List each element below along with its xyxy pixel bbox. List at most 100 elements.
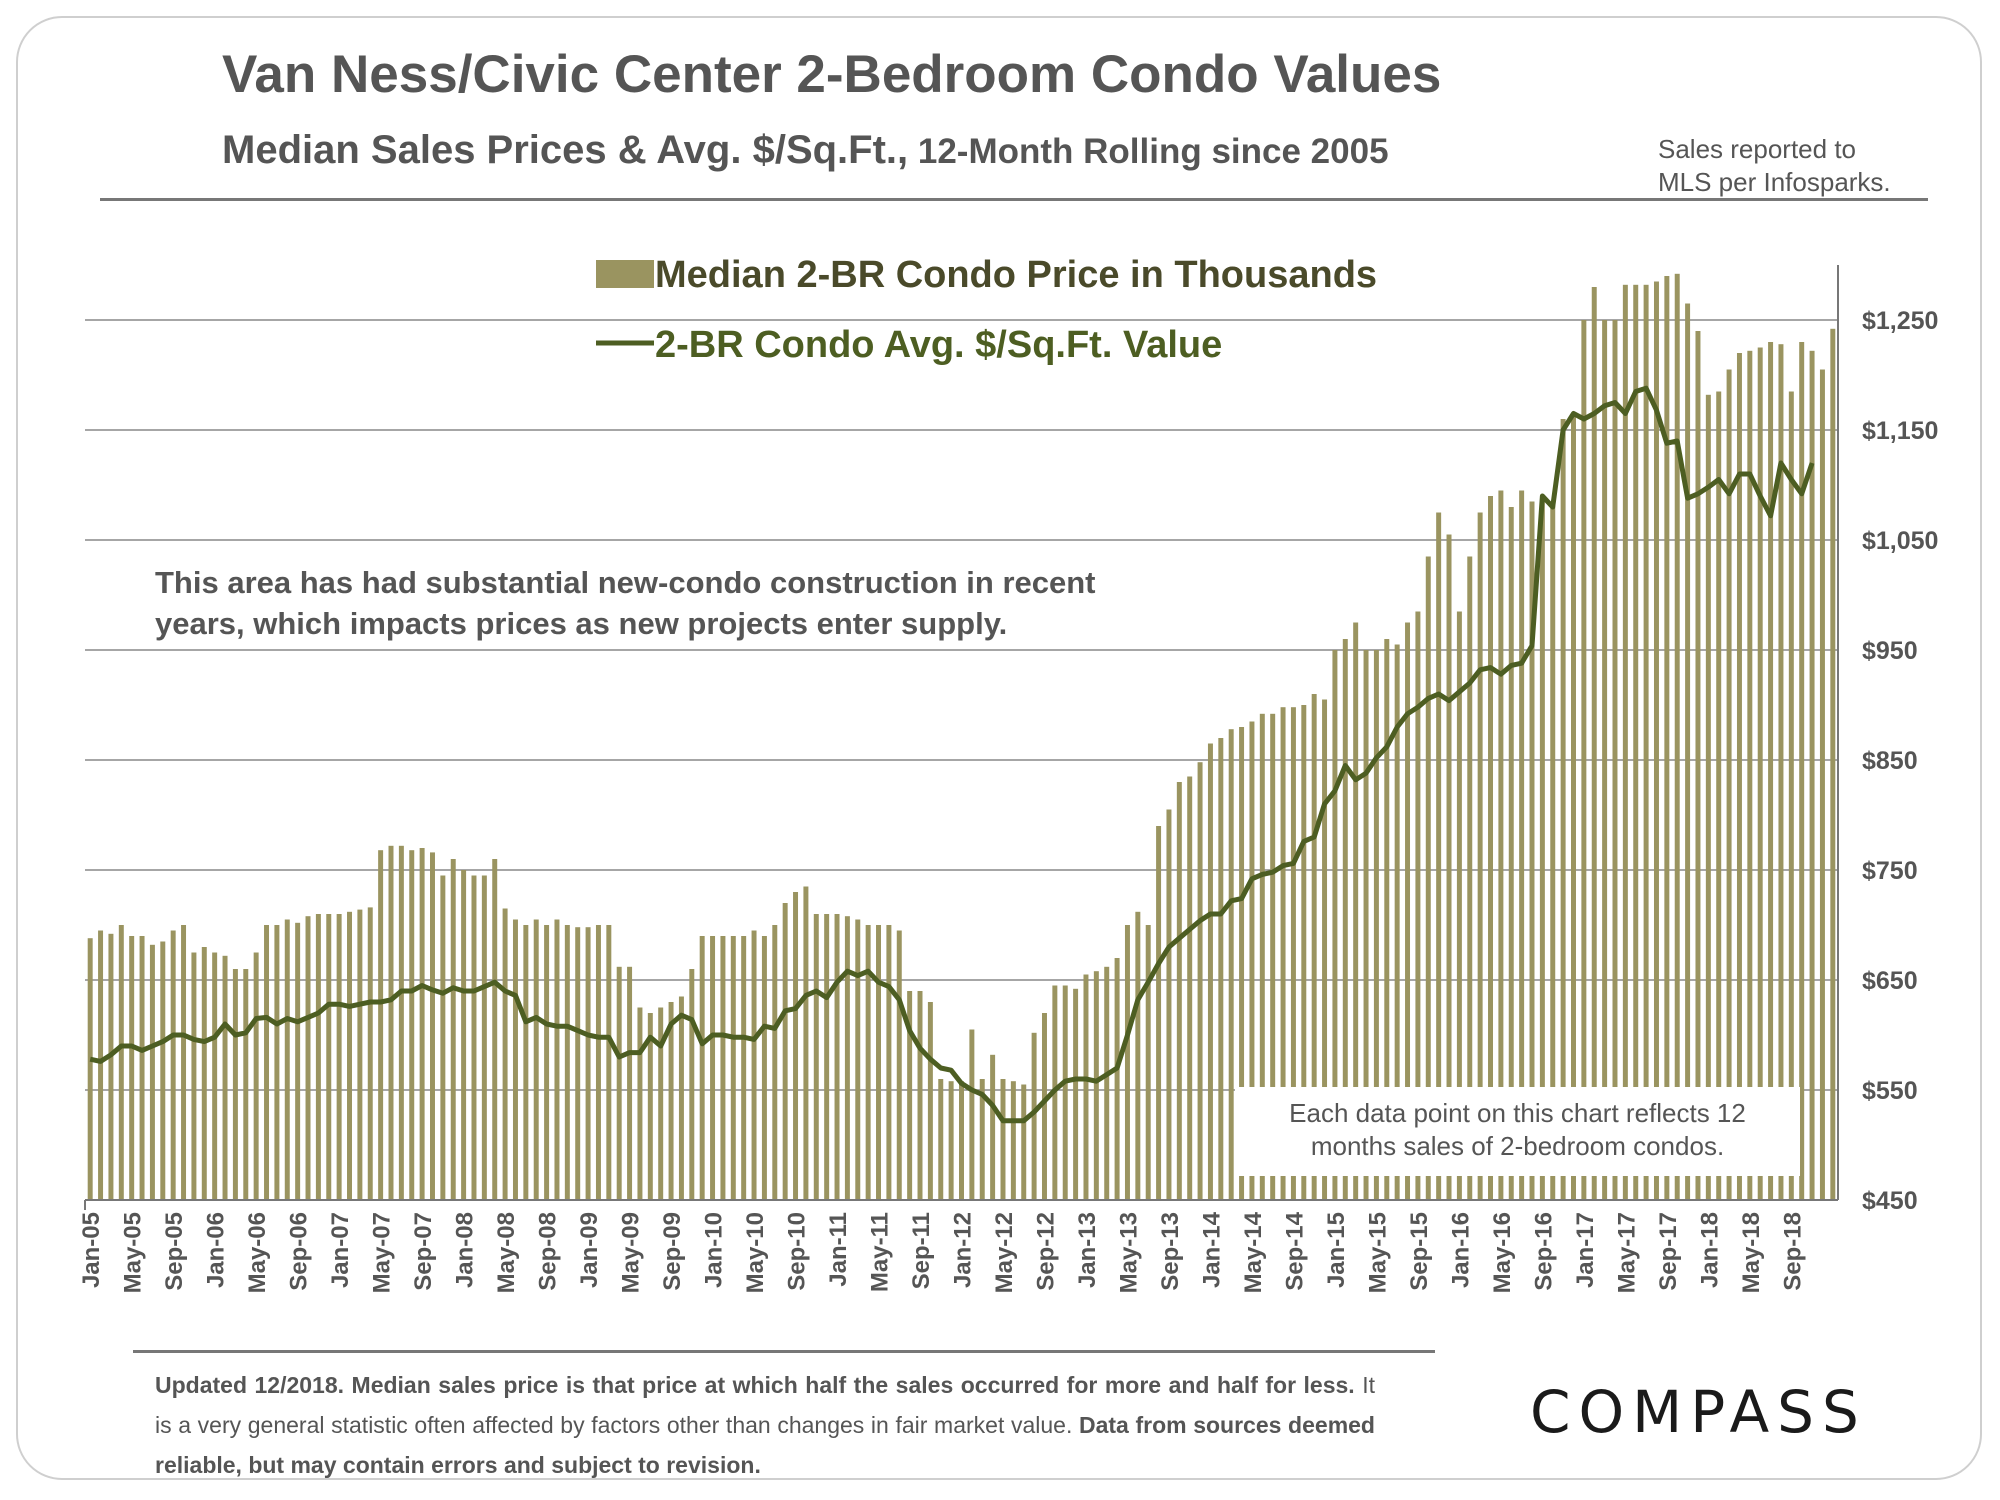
x-tick-label: Sep-11 (908, 1212, 935, 1289)
bar (212, 952, 218, 1200)
x-tick-label: May-05 (120, 1212, 147, 1293)
legend: Median 2-BR Condo Price in Thousands 2-BR… (596, 254, 1377, 366)
bar (948, 1081, 954, 1200)
x-tick-label: Jan-16 (1447, 1212, 1474, 1288)
annotation-line-2: years, which impacts prices as new proje… (155, 606, 1008, 641)
bar (1653, 281, 1659, 1200)
header-divider (100, 198, 1928, 201)
bar (461, 870, 467, 1200)
bar (824, 914, 830, 1200)
bar (990, 1054, 996, 1200)
bar (1633, 284, 1639, 1200)
bar (1373, 650, 1379, 1200)
bar (1405, 622, 1411, 1200)
compass-logo: COMPASS (1530, 1378, 1867, 1446)
bar (927, 1002, 933, 1200)
bar (295, 922, 301, 1200)
x-tick-label: Sep-14 (1281, 1211, 1308, 1290)
bar (1073, 988, 1079, 1200)
bar (1716, 391, 1722, 1200)
bar (1021, 1084, 1027, 1200)
bar (772, 925, 778, 1200)
x-tick-label: May-08 (493, 1212, 520, 1293)
x-tick-label: Jan-12 (950, 1212, 977, 1288)
x-tick-label: May-12 (991, 1212, 1018, 1293)
line-series (89, 385, 1815, 1124)
y-tick-label: $1,050 (1862, 527, 1938, 555)
bar (782, 903, 788, 1200)
bar (1685, 303, 1691, 1200)
bar (409, 850, 415, 1200)
source-line-2: MLS per Infosparks. (1658, 167, 1891, 197)
footer-disclaimer: Updated 12/2018. Median sales price is t… (155, 1365, 1375, 1485)
bar (606, 925, 612, 1200)
bar (1249, 721, 1255, 1200)
bar (98, 930, 104, 1200)
bar (523, 925, 529, 1200)
bar (1788, 391, 1794, 1200)
x-tick-label: Sep-16 (1530, 1212, 1557, 1291)
bar (1664, 276, 1670, 1200)
bar (336, 914, 342, 1200)
x-tick-label: Jan-15 (1323, 1212, 1350, 1288)
bar (118, 925, 124, 1200)
bar (191, 952, 197, 1200)
bar (1736, 353, 1742, 1200)
bar (149, 944, 155, 1200)
y-tick-label: $450 (1862, 1187, 1918, 1215)
data-point-note: Each data point on this chart reflects 1… (1235, 1087, 1800, 1176)
bar (1176, 782, 1182, 1200)
bar (678, 996, 684, 1200)
chart: $450 $550 $650 $750 $850 $950 $1,050 $1,150 $1,2… (78, 254, 1938, 1293)
bar (1353, 622, 1359, 1200)
y-tick-label: $950 (1862, 637, 1918, 665)
bar (284, 919, 290, 1200)
bar (741, 936, 747, 1200)
bar (595, 925, 601, 1200)
y-tick-label: $850 (1862, 747, 1918, 775)
x-tick-label: Jan-13 (1074, 1212, 1101, 1288)
bar (1124, 925, 1130, 1200)
x-tick-label: Jan-09 (576, 1212, 603, 1288)
bar (1415, 611, 1421, 1200)
bar (1093, 971, 1099, 1200)
bar (564, 925, 570, 1200)
bar (1581, 320, 1587, 1200)
bar (1145, 925, 1151, 1200)
bar (1757, 347, 1763, 1200)
bar (1467, 556, 1473, 1200)
bar (1571, 413, 1576, 1200)
bar (1488, 496, 1494, 1200)
bar (533, 919, 539, 1200)
bar (627, 966, 633, 1200)
y-tick-label: $750 (1862, 857, 1918, 885)
bar (253, 952, 259, 1200)
bar (492, 859, 498, 1200)
x-tick-label: Sep-06 (286, 1212, 313, 1291)
bar (1705, 394, 1711, 1200)
bar (1239, 727, 1245, 1200)
bar (1010, 1081, 1016, 1200)
bar (1384, 639, 1390, 1200)
x-tick-label: Sep-17 (1655, 1212, 1682, 1291)
bar (481, 875, 487, 1200)
bar (803, 886, 809, 1200)
bar (668, 1002, 674, 1200)
bar (855, 919, 861, 1200)
bar (429, 852, 435, 1200)
bar (1166, 809, 1172, 1200)
x-tick-label: Jan-07 (327, 1212, 354, 1288)
bar (1259, 713, 1265, 1200)
bar (1456, 611, 1462, 1200)
footer-divider (133, 1350, 1435, 1353)
bar (274, 925, 280, 1200)
x-tick-label: May-09 (618, 1212, 645, 1293)
bar (357, 909, 363, 1200)
bar (1695, 331, 1701, 1200)
bar (1342, 639, 1348, 1200)
bar (326, 914, 332, 1200)
bar (585, 927, 591, 1200)
bar (865, 925, 871, 1200)
x-tick-label: Jan-08 (452, 1212, 479, 1288)
bar (419, 848, 425, 1200)
